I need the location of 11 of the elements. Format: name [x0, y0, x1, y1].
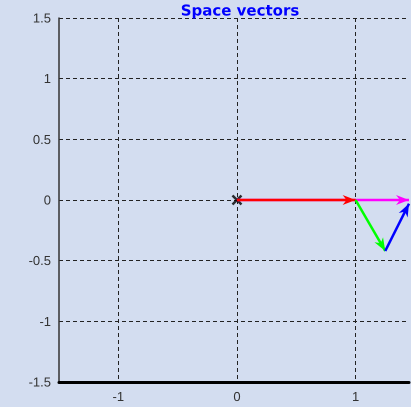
y-tick-label: 0.5 — [32, 132, 51, 147]
y-tick-label: -0.5 — [28, 253, 51, 268]
y-tick-label: 1 — [44, 71, 51, 86]
y-tick-label: 0 — [44, 192, 51, 208]
x-tick-label: -1 — [112, 389, 124, 404]
x-tick-label: 1 — [352, 389, 360, 404]
y-tick-label: -1 — [39, 314, 51, 329]
y-tick-label: -1.5 — [28, 374, 51, 390]
y-tick-label: 1.5 — [32, 10, 51, 26]
x-tick-label: 0 — [233, 389, 241, 404]
chart-title: Space vectors — [180, 2, 300, 20]
